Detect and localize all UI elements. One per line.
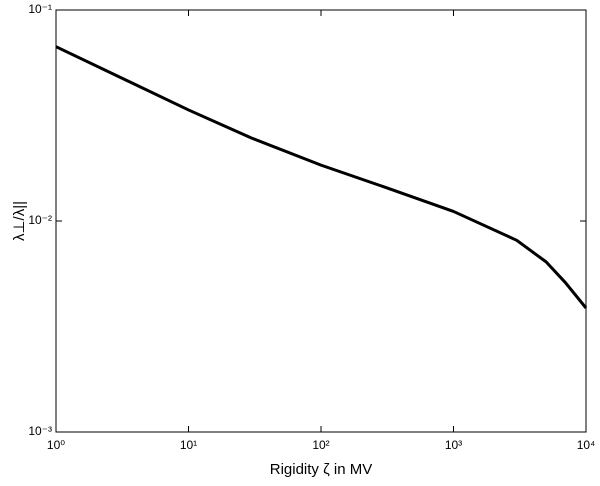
x-tick-label: 10⁰ <box>47 438 65 452</box>
y-tick-label: 10⁻³ <box>28 424 52 438</box>
x-tick-label: 10³ <box>445 438 462 452</box>
x-tick-label: 10⁴ <box>577 438 596 452</box>
plot-frame <box>55 9 587 433</box>
x-tick-label: 10² <box>312 438 329 452</box>
y-tick-label: 10⁻² <box>28 213 52 227</box>
y-tick-label: 10⁻¹ <box>28 2 52 16</box>
data-line <box>55 45 588 309</box>
x-axis-label: Rigidity ζ in MV <box>270 461 372 478</box>
y-axis-label: λ⊥/λ|| <box>11 201 28 241</box>
x-tick-label: 10¹ <box>180 438 197 452</box>
